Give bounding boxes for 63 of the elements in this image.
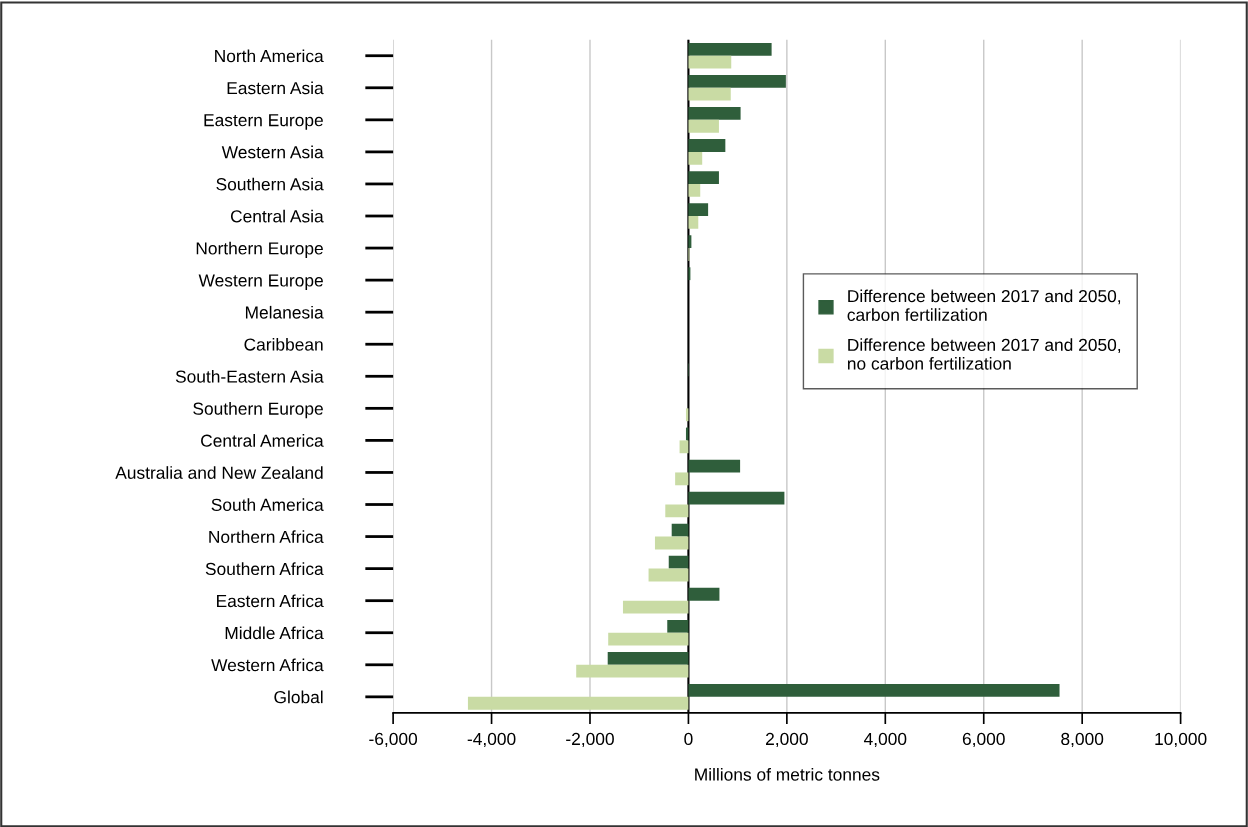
x-tick-label: 0	[684, 732, 693, 746]
bar	[688, 107, 741, 120]
y-tick-label: Southern Europe	[193, 402, 323, 419]
x-tick-label: -2,000	[566, 732, 614, 748]
y-tick-label: Southern Africa	[205, 562, 324, 576]
bar	[688, 74, 786, 88]
bar	[576, 664, 689, 678]
x-axis-title: Millions of metric tonnes	[695, 767, 880, 781]
bar	[679, 440, 689, 454]
bar	[688, 171, 719, 184]
bar	[688, 183, 701, 197]
bar	[688, 87, 731, 101]
x-tick-label: 10,000	[1155, 732, 1207, 748]
y-tick-label: Northern Africa	[209, 530, 324, 544]
y-tick-label: Western Europe	[198, 274, 323, 291]
y-tick-label: North America	[215, 49, 324, 63]
x-tick-label: 4,000	[863, 732, 907, 748]
legend-label: Difference between 2017 and 2050, no carbon fertilization	[847, 338, 1121, 370]
y-tick-label: Southern Asia	[216, 177, 324, 191]
y-tick-label: Eastern Africa	[217, 594, 324, 608]
y-tick-label: South America	[211, 498, 324, 511]
bar	[688, 139, 726, 152]
bar	[648, 568, 689, 582]
y-tick-label: Australia and New Zealand	[115, 466, 323, 479]
bar	[688, 459, 741, 473]
bar	[688, 684, 1060, 697]
y-tick-label: Caribbean	[244, 337, 323, 351]
x-tick-label: 8,000	[1061, 732, 1104, 748]
y-tick-label: Northern Europe	[196, 241, 323, 258]
x-tick-label: -6,000	[369, 732, 418, 748]
bar	[688, 235, 692, 249]
y-tick-label: Eastern Europe	[204, 114, 323, 130]
bar	[688, 587, 720, 601]
legend-label: Difference between 2017 and 2050, carbon fertilization	[847, 289, 1121, 321]
bar	[688, 491, 785, 505]
bar	[688, 55, 732, 69]
bar	[467, 696, 689, 710]
bar	[665, 504, 689, 518]
y-tick-label: Central America	[201, 434, 324, 447]
bar	[667, 619, 689, 633]
y-tick-label: South-Eastern Asia	[175, 369, 324, 383]
bar	[607, 651, 689, 665]
y-tick-label: Global	[274, 690, 323, 704]
x-tick-label: -4,000	[467, 732, 516, 748]
y-tick-label: Eastern Asia	[227, 81, 324, 95]
bar	[654, 536, 689, 550]
y-tick-label: Western Asia	[221, 145, 324, 159]
bar	[688, 119, 719, 133]
y-tick-label: Central Asia	[230, 209, 324, 223]
x-tick-label: 2,000	[766, 732, 808, 748]
bar	[608, 632, 689, 646]
bar	[688, 216, 699, 229]
y-tick-label: Melanesia	[245, 305, 324, 319]
bar	[688, 42, 772, 56]
y-tick-label: Western Africa	[211, 658, 324, 672]
bar	[671, 523, 689, 537]
bar	[668, 555, 689, 569]
bar	[688, 203, 709, 216]
bar	[688, 151, 703, 165]
bar	[675, 472, 689, 486]
y-tick-label: Middle Africa	[225, 626, 324, 640]
bar	[622, 600, 689, 614]
x-tick-label: 6,000	[962, 732, 1005, 748]
